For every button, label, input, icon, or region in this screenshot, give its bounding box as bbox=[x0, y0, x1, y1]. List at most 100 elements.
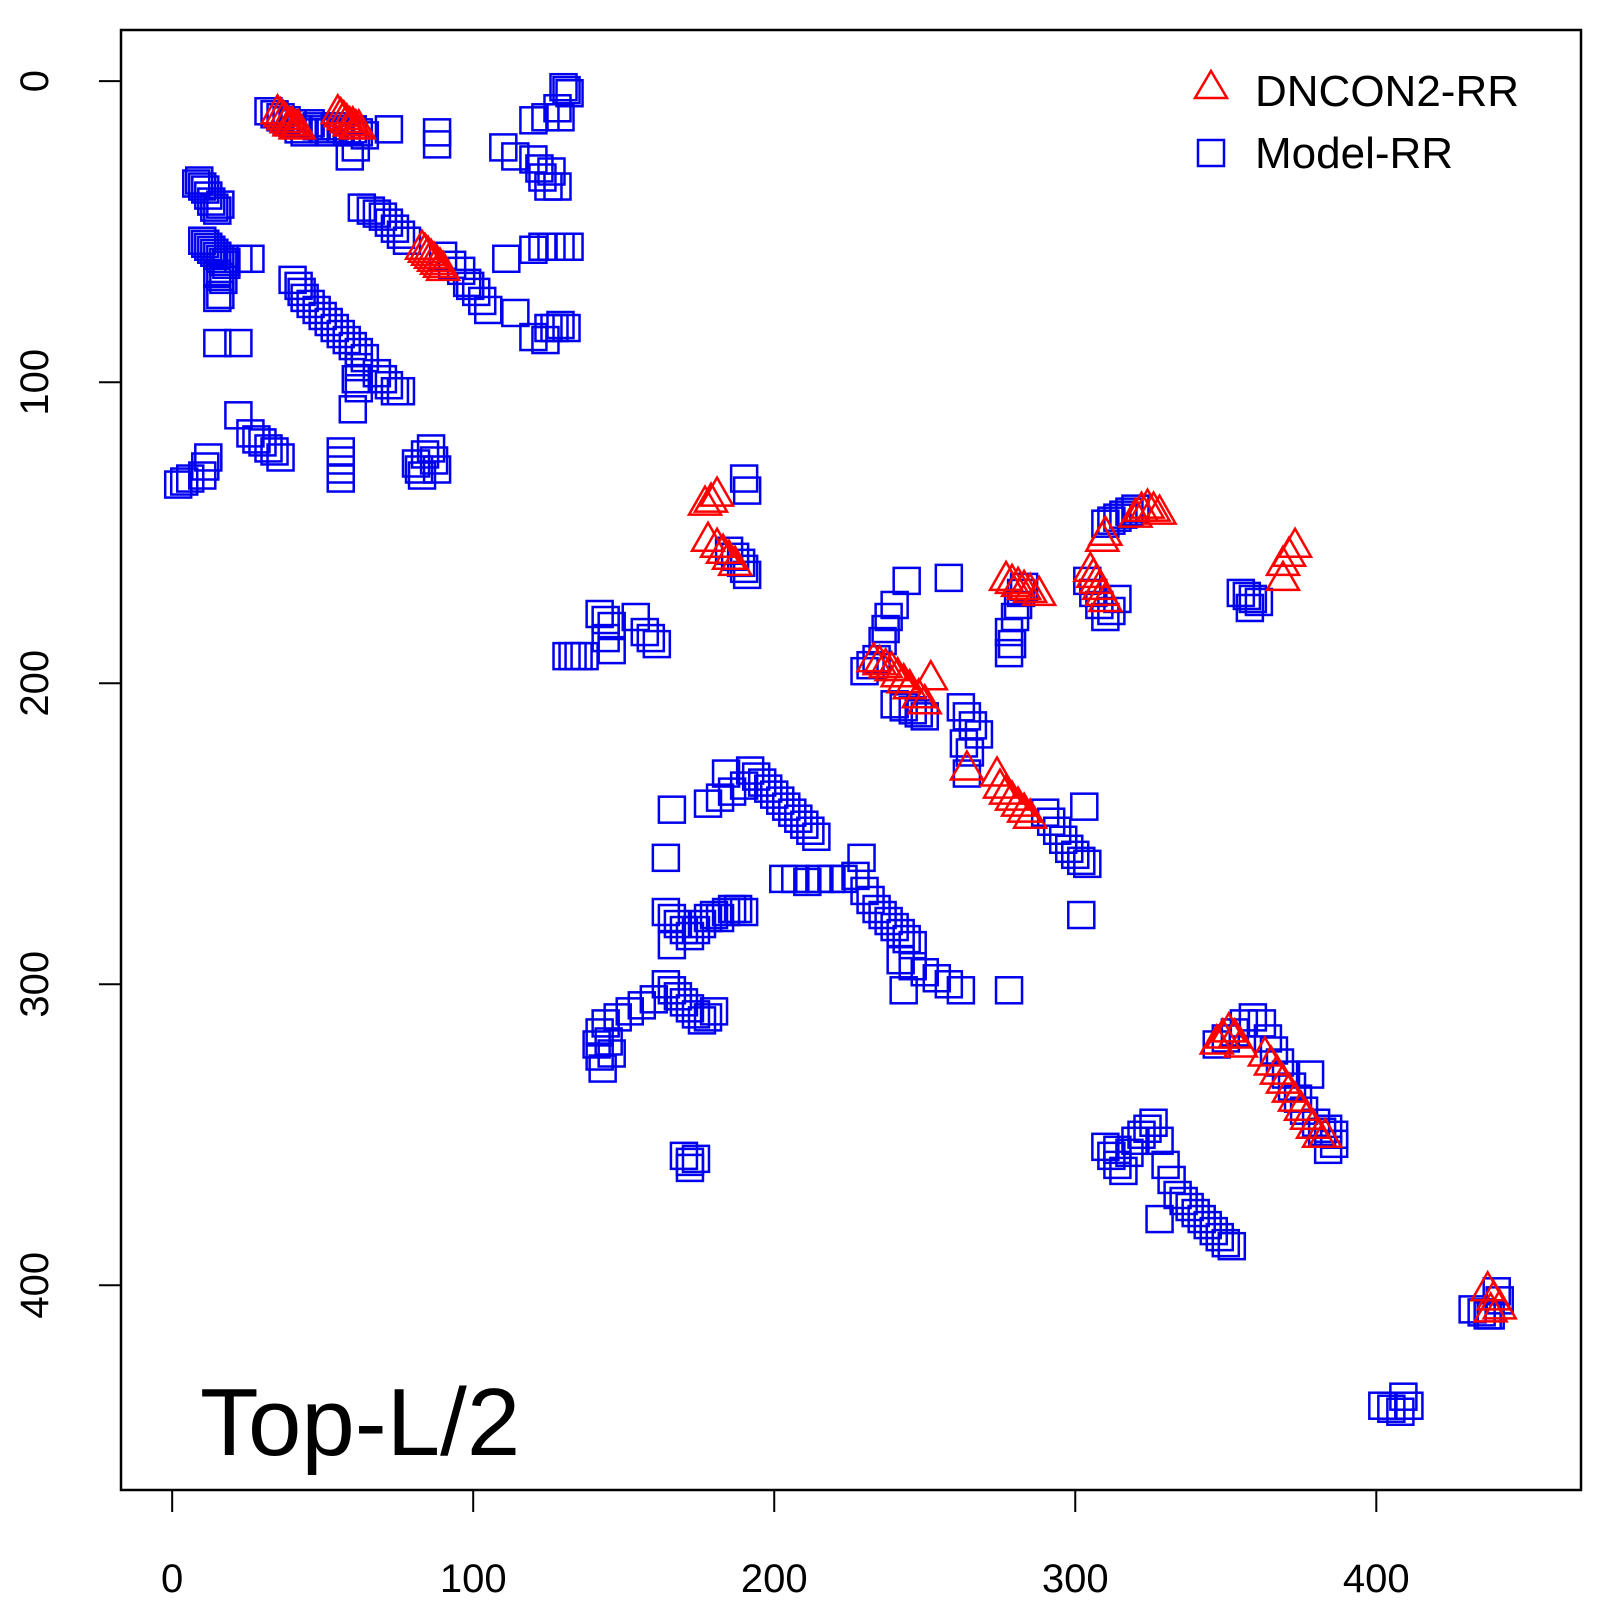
model-rr-point bbox=[206, 262, 235, 292]
model-rr-point bbox=[386, 376, 416, 406]
model-rr-point bbox=[711, 759, 741, 788]
model-rr-point bbox=[949, 729, 979, 758]
dncon2-rr-point bbox=[993, 779, 1031, 811]
model-rr-point bbox=[537, 157, 566, 186]
model-rr-point bbox=[452, 268, 482, 298]
model-rr-point bbox=[723, 894, 753, 924]
x-tick-label: 0 bbox=[161, 1557, 183, 1600]
dncon2-rr-point bbox=[900, 676, 937, 709]
model-rr-point bbox=[1109, 1156, 1138, 1186]
model-rr-point bbox=[1235, 593, 1265, 623]
dncon2-rr-point bbox=[981, 767, 1019, 799]
dncon2-rr-point bbox=[1306, 1116, 1344, 1149]
model-rr-point bbox=[546, 310, 575, 340]
dncon2-rr-point bbox=[692, 481, 730, 513]
model-rr-point bbox=[1238, 1003, 1268, 1032]
model-rr-point bbox=[889, 976, 918, 1005]
model-rr-point bbox=[326, 446, 356, 475]
model-rr-point bbox=[1244, 587, 1274, 617]
model-rr-point bbox=[1139, 1108, 1168, 1137]
legend: DNCON2-RR Model-RR bbox=[1192, 67, 1519, 178]
y-tick-label: 100 bbox=[13, 349, 57, 416]
dncon2-rr-point bbox=[1141, 493, 1178, 525]
model-rr-point bbox=[1386, 1397, 1415, 1426]
model-rr-point bbox=[1067, 900, 1096, 930]
model-rr-point bbox=[163, 470, 193, 499]
model-rr-point bbox=[699, 997, 729, 1026]
model-rr-point bbox=[422, 130, 452, 159]
model-rr-point bbox=[1211, 1228, 1241, 1258]
model-rr-point bbox=[419, 446, 449, 475]
dncon2-rr-point bbox=[340, 107, 377, 140]
model-rr-point bbox=[1319, 1129, 1349, 1159]
dncon2-rr-point bbox=[912, 658, 949, 691]
model-rr-point bbox=[675, 1153, 705, 1183]
model-rr-point bbox=[344, 373, 374, 403]
model-rr-point bbox=[1247, 1009, 1277, 1038]
dncon2-rr-point bbox=[716, 544, 754, 577]
dncon2-rr-point bbox=[710, 538, 748, 571]
model-rr-point bbox=[260, 437, 289, 466]
dncon2-rr-point bbox=[698, 526, 736, 559]
model-rr-point bbox=[591, 605, 620, 635]
model-rr-point bbox=[326, 437, 356, 466]
model-rr-point bbox=[467, 286, 497, 316]
model-rr-point bbox=[841, 861, 870, 891]
model-rr-point bbox=[1295, 1060, 1325, 1089]
x-tick-label: 200 bbox=[741, 1557, 808, 1600]
model-rr-point bbox=[492, 244, 521, 274]
model-rr-point bbox=[946, 976, 976, 1005]
model-rr-point bbox=[501, 298, 530, 328]
dncon2-rr-point bbox=[704, 532, 742, 565]
dncon2-rr-point bbox=[1472, 1290, 1509, 1323]
model-rr-point bbox=[1217, 1231, 1247, 1261]
model-rr-point bbox=[224, 328, 253, 358]
model-rr-point bbox=[200, 193, 229, 222]
dncon2-rr-point bbox=[1135, 490, 1172, 522]
model-rr-point bbox=[374, 115, 404, 144]
dncon2-rr-point bbox=[1222, 1025, 1259, 1058]
model-rr-point bbox=[642, 629, 672, 659]
dncon2-rr-point bbox=[1481, 1287, 1518, 1320]
dncon2-rr-point bbox=[1264, 559, 1302, 592]
plot-frame bbox=[119, 28, 1583, 1492]
model-rr-point bbox=[543, 172, 572, 201]
model-rr-point bbox=[1145, 1126, 1174, 1156]
model-rr-point bbox=[326, 464, 356, 493]
model-rr-point bbox=[203, 328, 232, 358]
legend-label-dncon2-rr: DNCON2-RR bbox=[1255, 67, 1519, 116]
model-rr-point bbox=[203, 241, 232, 271]
y-tick-label: 0 bbox=[13, 70, 57, 92]
model-rr-point bbox=[1103, 1135, 1132, 1165]
model-rr-point bbox=[555, 232, 584, 261]
model-rr-point bbox=[266, 443, 295, 472]
model-rr-point bbox=[1067, 846, 1096, 876]
model-rr-point bbox=[549, 72, 578, 102]
dncon2-rr-point bbox=[885, 661, 922, 694]
model-rr-point bbox=[693, 1003, 723, 1032]
model-rr-point bbox=[326, 455, 356, 484]
model-rr-point bbox=[197, 187, 226, 216]
dncon2-rr-point bbox=[978, 755, 1016, 787]
model-rr-point bbox=[657, 930, 687, 960]
legend-square-marker bbox=[1196, 138, 1226, 168]
dncon2-rr-series bbox=[259, 92, 1518, 1323]
model-rr-point bbox=[386, 220, 416, 249]
y-tick-label: 400 bbox=[13, 1252, 57, 1319]
x-tick-label: 100 bbox=[440, 1557, 507, 1600]
model-rr-point bbox=[1145, 1204, 1174, 1234]
dncon2-rr-point bbox=[698, 475, 736, 507]
model-rr-point bbox=[347, 193, 377, 222]
model-rr-point bbox=[519, 106, 548, 135]
dncon2-rr-point bbox=[1020, 574, 1058, 607]
dncon2-rr-point bbox=[1270, 535, 1308, 568]
dncon2-rr-point bbox=[948, 749, 986, 781]
model-rr-point bbox=[955, 738, 985, 767]
model-rr-point bbox=[910, 702, 940, 731]
model-rr-point bbox=[528, 163, 557, 192]
dncon2-rr-point bbox=[1005, 791, 1043, 823]
dncon2-rr-point bbox=[424, 249, 462, 282]
model-rr-series bbox=[163, 72, 1514, 1426]
model-rr-point bbox=[1070, 792, 1099, 821]
